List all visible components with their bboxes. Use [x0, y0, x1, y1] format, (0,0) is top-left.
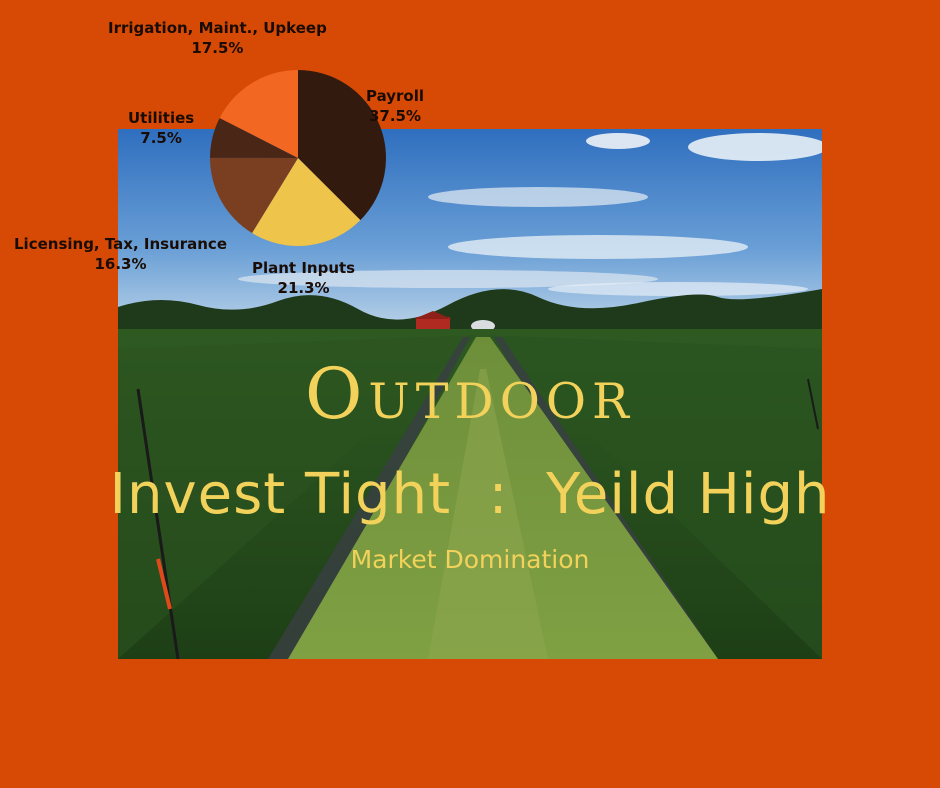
headline-subtitle: Market Domination	[350, 545, 590, 574]
slice-label-payroll: Payroll 37.5%	[366, 86, 424, 126]
field-photo-illustration	[118, 129, 822, 659]
slice-label-irrigation: Irrigation, Maint., Upkeep 17.5%	[108, 18, 327, 58]
headline-title: Outdoor	[305, 353, 635, 435]
slice-value-text: 16.3%	[94, 255, 147, 273]
slice-value-text: 7.5%	[140, 129, 182, 147]
slice-value-text: 17.5%	[191, 39, 244, 57]
headline-tagline: Invest Tight : Yeild High	[109, 462, 831, 527]
pie-slice-plant-inputs	[252, 158, 361, 247]
slice-label-text: Utilities	[128, 109, 195, 127]
slice-label-plant-inputs: Plant Inputs 21.3%	[252, 258, 355, 298]
field-photo	[118, 129, 822, 659]
slice-label-utilities: Utilities 7.5%	[128, 108, 194, 148]
pie-slice-licensing-tax-insurance	[210, 157, 298, 234]
pie-slice-payroll	[298, 70, 387, 221]
slice-label-licensing: Licensing, Tax, Insurance 16.3%	[14, 234, 227, 274]
slice-label-text: Payroll	[366, 87, 425, 105]
slice-label-text: Plant Inputs	[252, 259, 356, 277]
pie-chart-svg	[210, 70, 387, 247]
slice-value-text: 37.5%	[368, 107, 422, 125]
pie-slice-utilities	[210, 117, 298, 158]
pie-slice-irrigation-maint-upkeep	[219, 70, 298, 158]
cost-pie-chart: Payroll 37.5% Plant Inputs 21.3% Licensi…	[0, 0, 940, 320]
slice-label-text: Irrigation, Maint., Upkeep	[108, 19, 327, 37]
slice-value-text: 21.3%	[277, 279, 330, 297]
slice-label-text: Licensing, Tax, Insurance	[14, 235, 227, 253]
